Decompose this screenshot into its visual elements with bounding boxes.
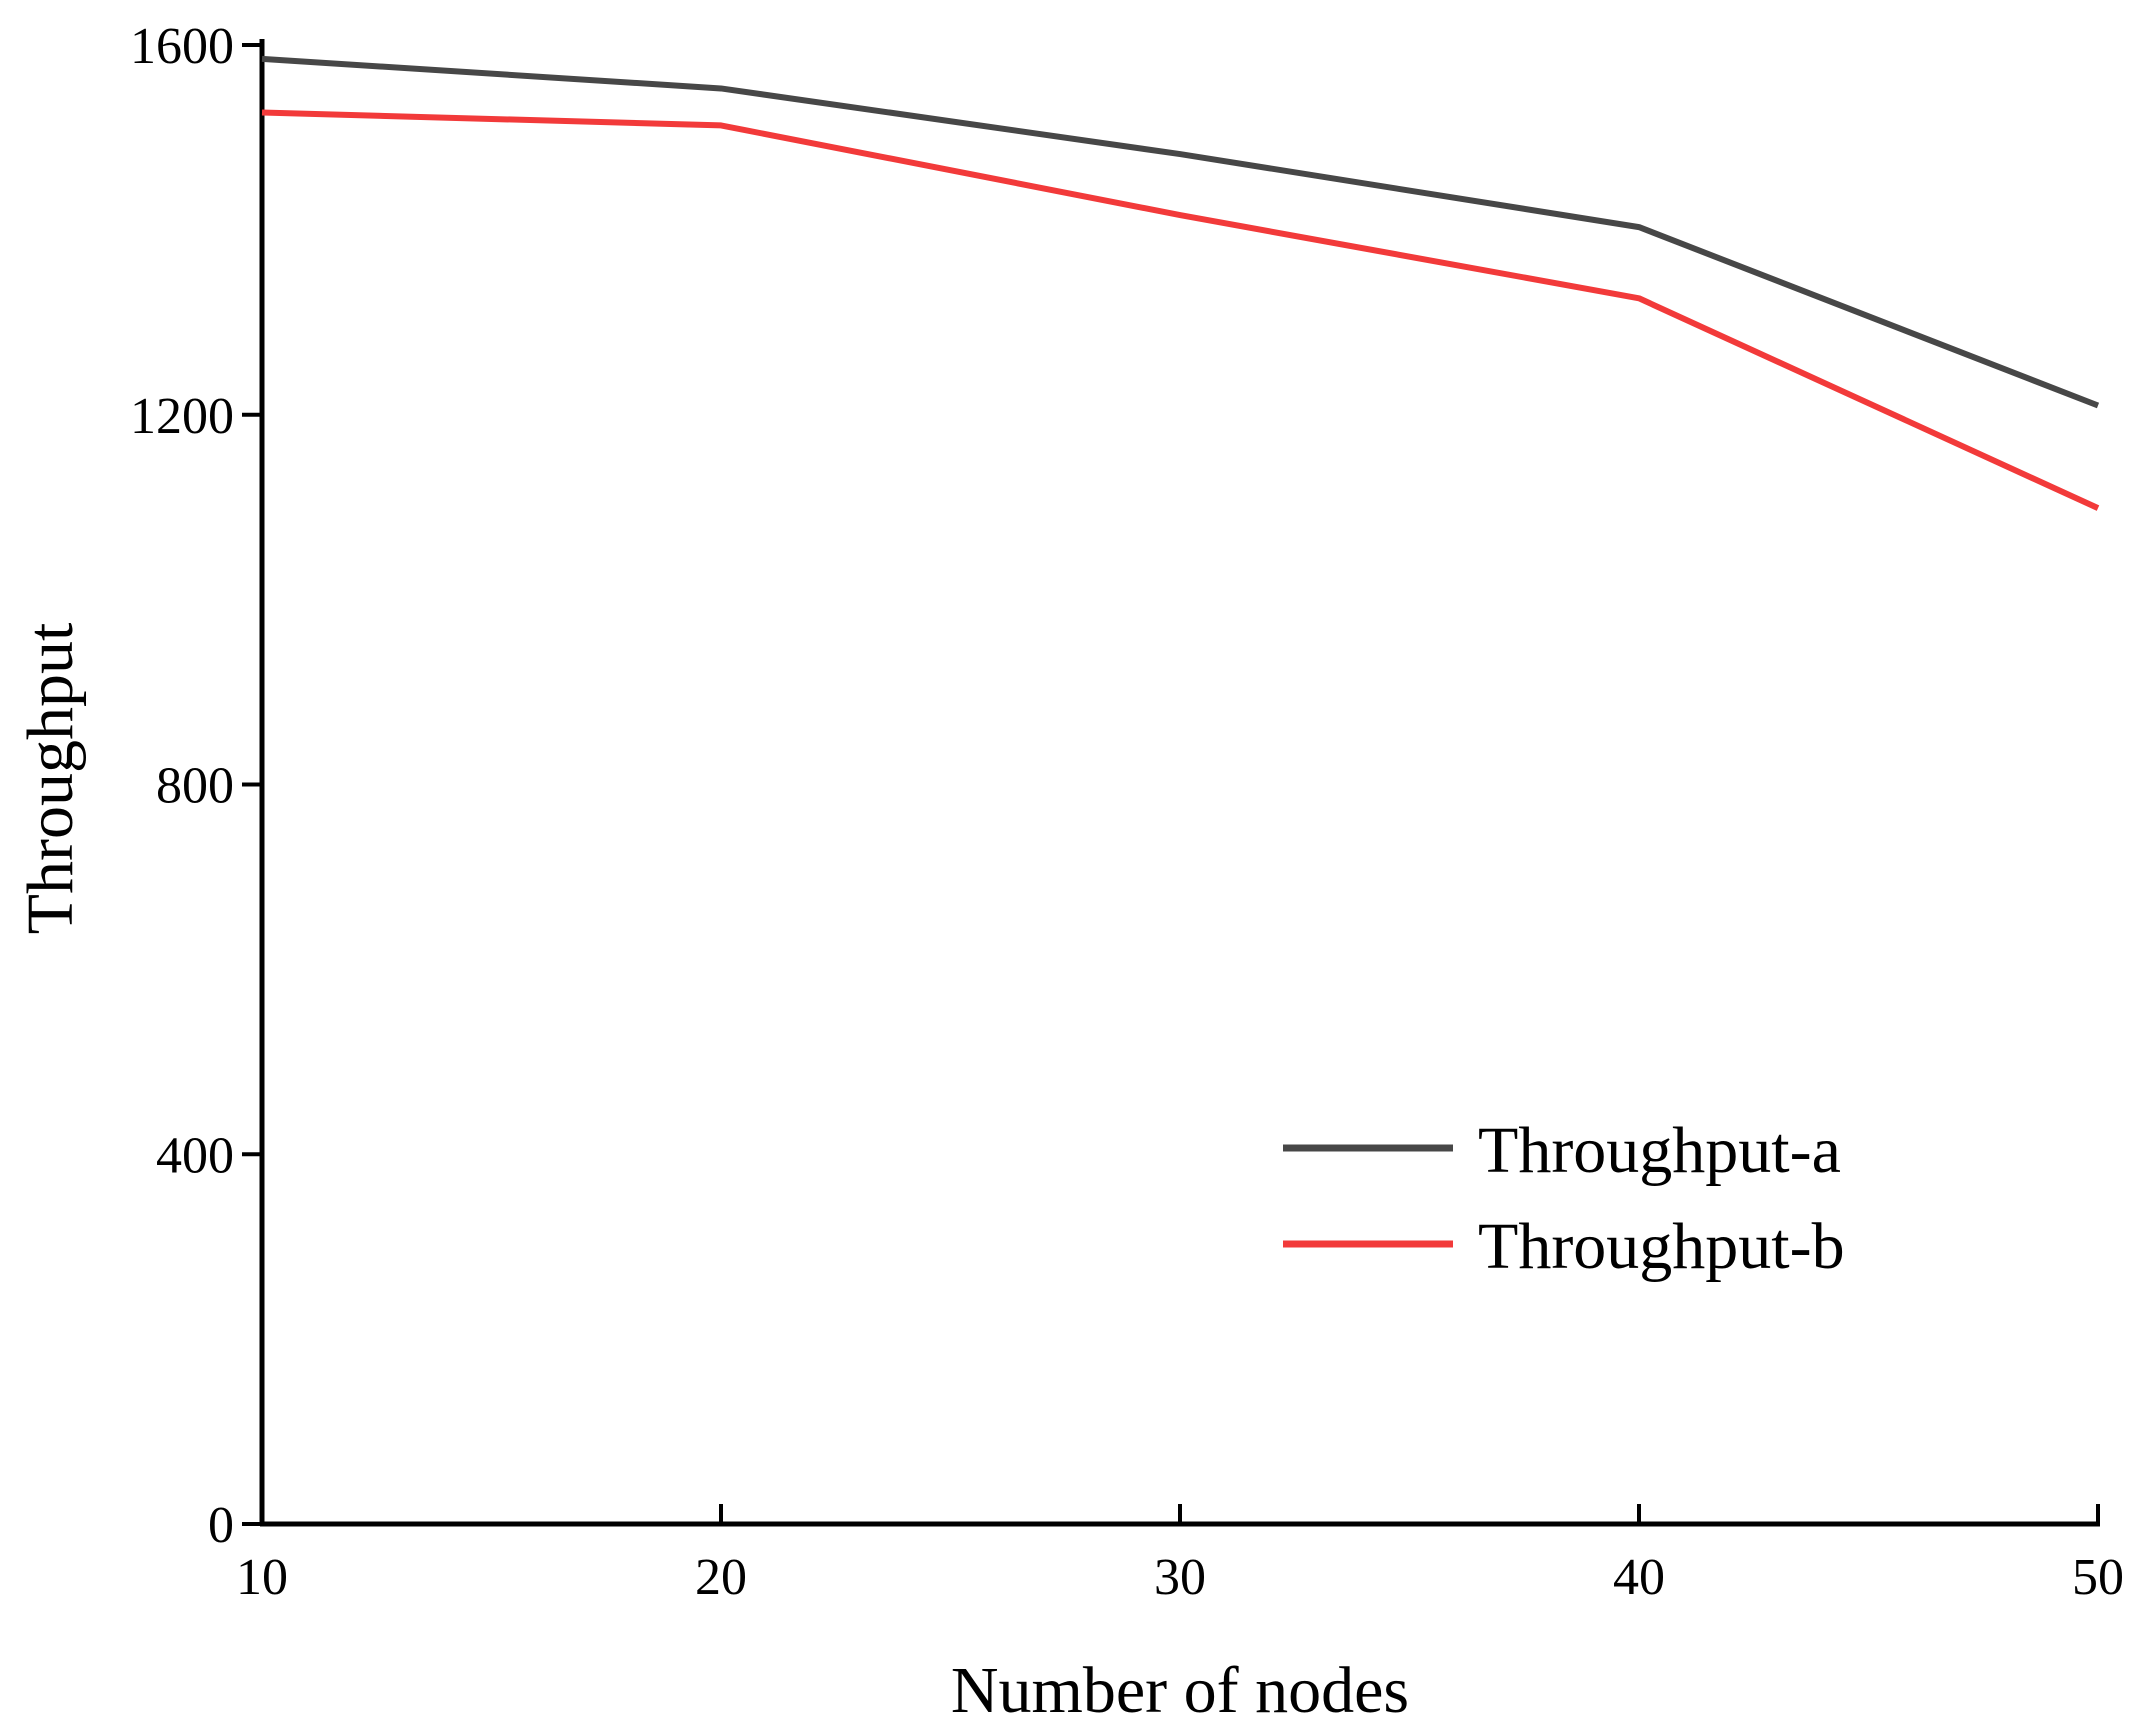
legend-label-2: Throughput-b	[1478, 1210, 1845, 1283]
y-axis-title: Throughput	[14, 623, 87, 935]
x-tick-label: 50	[2072, 1549, 2124, 1606]
x-tick-label: 30	[1154, 1549, 1206, 1606]
y-tick-label: 0	[208, 1497, 234, 1554]
series-line-2	[261, 109, 2100, 511]
y-tick-label: 800	[156, 758, 234, 815]
y-tick-label: 400	[156, 1127, 234, 1184]
x-tick-label: 20	[695, 1549, 747, 1606]
y-tick-label: 1200	[130, 388, 234, 445]
series-line-1	[261, 55, 2100, 409]
series-layer	[261, 55, 2100, 511]
y-tick-label: 1600	[130, 18, 234, 75]
x-axis-title: Number of nodes	[951, 1654, 1409, 1727]
legend: Throughput-a Throughput-b	[1283, 1114, 1845, 1283]
x-tick-label: 10	[236, 1549, 288, 1606]
axes: 0 400 800 1200 1600 10 20 30 40 50	[130, 18, 2124, 1606]
legend-label-1: Throughput-a	[1478, 1114, 1841, 1187]
x-tick-label: 40	[1613, 1549, 1665, 1606]
